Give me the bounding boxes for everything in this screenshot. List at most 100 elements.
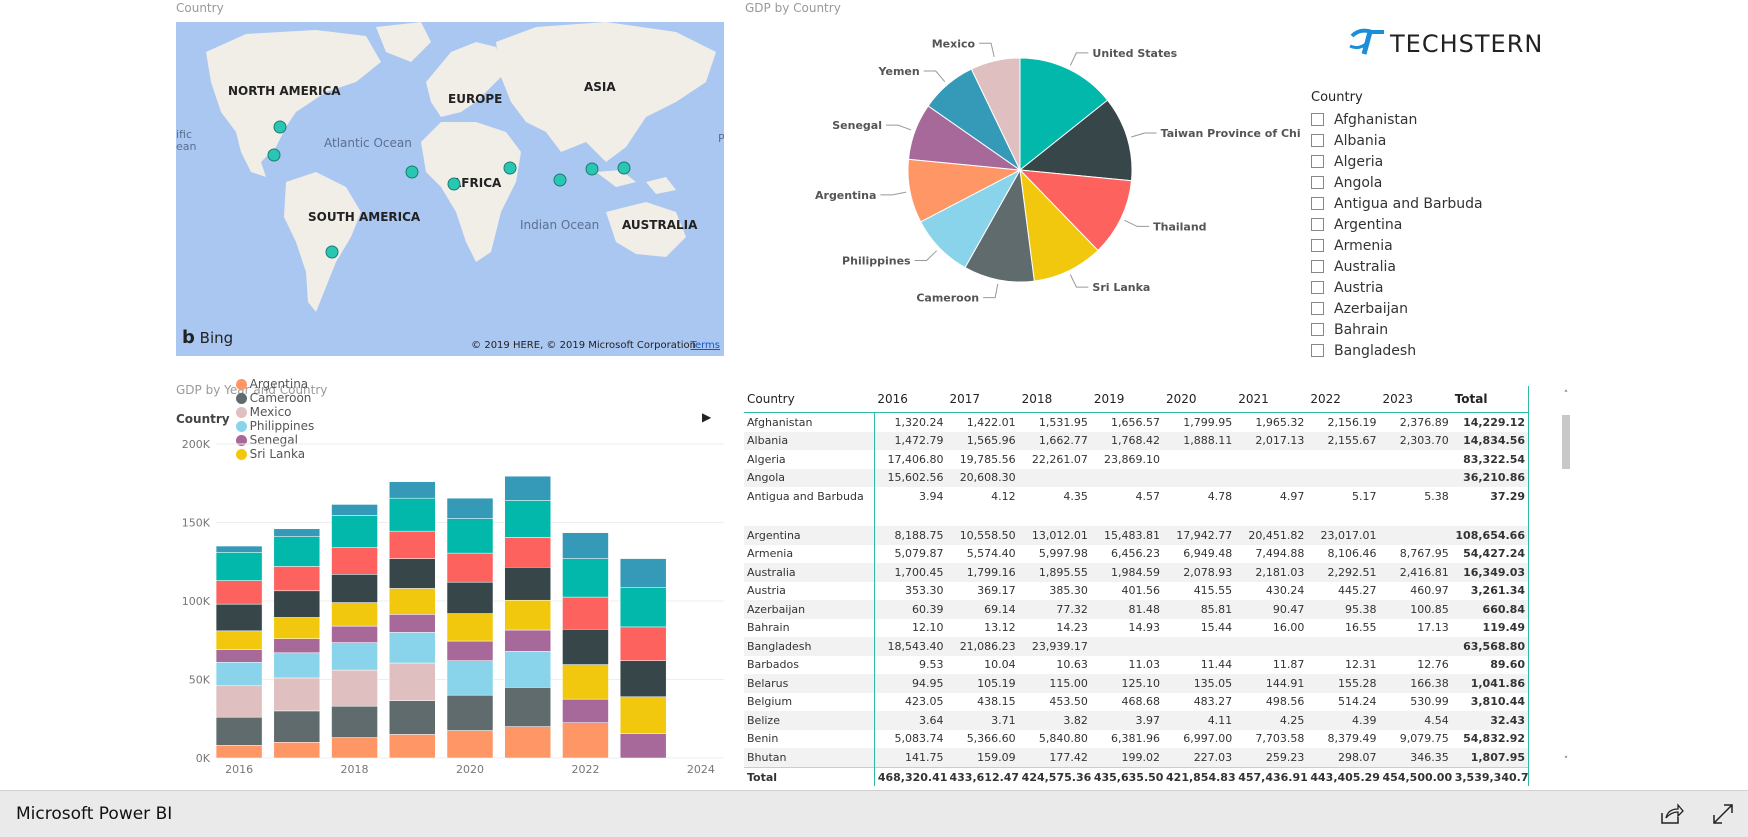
bar-segment[interactable] — [215, 661, 263, 687]
bar-segment[interactable] — [331, 504, 378, 516]
stacked-bar-chart[interactable]: 0K 50K 100K 150K 200K 2016 2018 2020 2022 2024 — [170, 436, 730, 776]
column-header[interactable]: Total — [1454, 392, 1488, 406]
column-header[interactable]: 2016 — [877, 392, 908, 406]
bar-segment[interactable] — [331, 669, 378, 707]
table-row[interactable]: Azerbaijan 60.39 69.14 77.32 81.48 85.81 90.47… — [744, 600, 1528, 619]
column-header[interactable]: 2020 — [1166, 392, 1197, 406]
checkbox-icon[interactable] — [1311, 197, 1324, 210]
table-scrollbar[interactable]: ˄ ˅ — [1560, 390, 1572, 766]
bar-segment[interactable] — [389, 700, 436, 735]
slicer-item[interactable]: Bahrain — [1311, 319, 1531, 340]
bar-segment[interactable] — [504, 537, 551, 568]
pie-slice[interactable] — [964, 168, 1035, 283]
bar-segment[interactable] — [562, 558, 609, 598]
map-point-cameroon[interactable] — [447, 177, 461, 191]
share-icon[interactable] — [1658, 801, 1684, 827]
bar-segment[interactable] — [562, 532, 609, 559]
bar-segment[interactable] — [273, 710, 321, 743]
fullscreen-icon[interactable] — [1710, 801, 1736, 827]
checkbox-icon[interactable] — [1311, 218, 1324, 231]
bar-segment[interactable] — [619, 660, 667, 698]
bar-segment[interactable] — [331, 547, 378, 575]
bar-segment[interactable] — [273, 528, 321, 537]
bar-segment[interactable] — [331, 625, 378, 643]
legend-item[interactable]: Argentina — [235, 377, 315, 391]
map-point-senegal[interactable] — [405, 165, 419, 179]
map-terms-link[interactable]: Terms — [690, 340, 720, 351]
table-row[interactable]: Afghanistan 1,320.24 1,422.01 1,531.95 1,656… — [744, 412, 1528, 432]
bar-segment[interactable] — [215, 580, 263, 605]
table-row[interactable]: Belarus 94.95 105.19 115.00 125.10 135.05 144.… — [744, 674, 1528, 693]
checkbox-icon[interactable] — [1311, 155, 1324, 168]
bar-segment[interactable] — [446, 694, 494, 731]
map-point-yemen[interactable] — [503, 161, 517, 175]
map-point-thailand[interactable] — [585, 162, 599, 176]
bar-segment[interactable] — [562, 596, 609, 630]
scroll-down-arrow[interactable]: ˅ — [1563, 756, 1569, 766]
bar-segment[interactable] — [446, 497, 494, 519]
checkbox-icon[interactable] — [1311, 113, 1324, 126]
table-row[interactable]: Bhutan 141.75 159.09 177.42 199.02 227.03 259.… — [744, 748, 1528, 767]
pie-slice[interactable] — [970, 57, 1021, 171]
slicer-item[interactable]: Algeria — [1311, 151, 1531, 172]
bar-segment[interactable] — [619, 558, 667, 588]
bar-segment[interactable] — [446, 730, 494, 759]
country-slicer[interactable]: Country Afghanistan Albania Algeria Angola A… — [1311, 90, 1531, 358]
table-row[interactable]: Angola 15,602.56 20,608.30 36,210.86 — [744, 468, 1528, 487]
bar-segment[interactable] — [504, 599, 551, 631]
bar-segment[interactable] — [273, 677, 321, 712]
bar-segment[interactable] — [446, 613, 494, 642]
bar-segment[interactable] — [446, 640, 494, 661]
bar-segment[interactable] — [331, 602, 378, 627]
bar-segment[interactable] — [562, 629, 609, 665]
bar-segment[interactable] — [446, 518, 494, 554]
bar-segment[interactable] — [389, 632, 436, 664]
bar-segment[interactable] — [215, 685, 263, 718]
bar-segment[interactable] — [504, 475, 551, 501]
table-row[interactable]: Belize 3.64 3.71 3.82 3.97 4.11 4.25 4.39 4.54 32… — [744, 711, 1528, 730]
column-header[interactable]: 2019 — [1093, 392, 1125, 406]
bar-segment[interactable] — [331, 737, 378, 759]
map-visual[interactable]: NORTH AMERICA EUROPE ASIA AFRICA SOUTH A… — [176, 22, 724, 356]
bar-segment[interactable] — [215, 603, 263, 632]
bar-segment[interactable] — [273, 590, 321, 618]
slicer-item[interactable]: Australia — [1311, 256, 1531, 277]
table-row[interactable]: Antigua and Barbuda 3.94 4.12 4.35 4.57 4.78 4… — [744, 487, 1528, 526]
column-header[interactable]: 2023 — [1382, 392, 1414, 406]
bar-segment[interactable] — [389, 481, 436, 499]
bar-segment[interactable] — [215, 630, 263, 650]
bar-segment[interactable] — [273, 742, 321, 759]
pie-chart[interactable]: United States Taiwan Province of Chi... Th… — [760, 20, 1313, 360]
bar-segment[interactable] — [215, 552, 263, 581]
pie-slice[interactable] — [1018, 169, 1133, 252]
legend-item[interactable]: Mexico — [235, 405, 315, 419]
bar-segment[interactable] — [446, 581, 494, 614]
map-point-united-states[interactable] — [273, 120, 287, 134]
checkbox-icon[interactable] — [1311, 323, 1324, 336]
bar-segment[interactable] — [504, 650, 551, 688]
table-row[interactable]: Bangladesh 18,543.40 21,086.23 23,939.17 63,… — [744, 637, 1528, 656]
column-header[interactable]: Country — [747, 392, 795, 406]
legend-next-arrow[interactable]: ▶ — [702, 410, 712, 424]
bar-segment[interactable] — [215, 545, 263, 553]
bar-segment[interactable] — [273, 638, 321, 654]
legend-item[interactable]: Sri Lanka — [235, 447, 315, 461]
bar-segment[interactable] — [619, 733, 667, 759]
pie-slice[interactable] — [1019, 168, 1099, 282]
bar-segment[interactable] — [273, 652, 321, 679]
slicer-item[interactable]: Bangladesh — [1311, 340, 1531, 358]
slicer-item[interactable]: Argentina — [1311, 214, 1531, 235]
bar-segment[interactable] — [331, 642, 378, 671]
checkbox-icon[interactable] — [1311, 239, 1324, 252]
bar-segment[interactable] — [389, 734, 436, 759]
pie-slice[interactable] — [1019, 57, 1109, 172]
bar-segment[interactable] — [504, 566, 551, 601]
bar-segment[interactable] — [446, 552, 494, 583]
slicer-item[interactable]: Austria — [1311, 277, 1531, 298]
bar-segment[interactable] — [389, 588, 436, 615]
bar-segment[interactable] — [215, 745, 263, 759]
bar-segment[interactable] — [273, 617, 321, 639]
bar-segment[interactable] — [389, 558, 436, 589]
column-header[interactable]: 2017 — [949, 392, 981, 406]
map-point-philippines[interactable] — [617, 161, 631, 175]
